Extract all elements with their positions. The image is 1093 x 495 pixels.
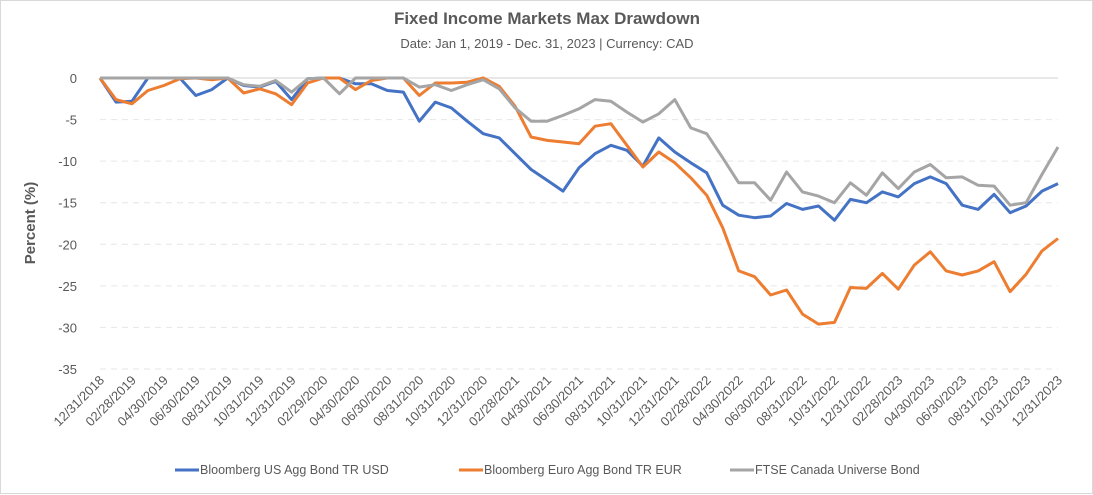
y-tick-label: -25 [58,279,77,294]
legend-label: Bloomberg US Agg Bond TR USD [200,463,389,477]
y-axis-label: Percent (%) [22,182,39,265]
series-line-3 [100,76,1060,207]
x-axis-ticks: 12/31/201802/28/201904/30/201906/30/2019… [50,373,1065,430]
y-tick-label: 0 [70,71,77,86]
chart-title: Fixed Income Markets Max Drawdown [394,9,700,28]
series-line-2 [98,76,1059,326]
chart-subtitle: Date: Jan 1, 2019 - Dec. 31, 2023 | Curr… [400,36,693,51]
legend-item: Bloomberg US Agg Bond TR USD [175,463,389,477]
y-tick-label: -10 [58,154,77,169]
legend-label: Bloomberg Euro Agg Bond TR EUR [484,463,682,477]
y-axis-ticks: 0 -5 -10 -15 -20 -25 -30 -35 [58,71,77,377]
series-lines [98,76,1060,326]
legend-label: FTSE Canada Universe Bond [755,463,920,477]
series-line-1 [98,76,1059,222]
y-tick-label: -30 [58,320,77,335]
gridlines [100,77,1058,370]
y-tick-label: -5 [65,113,77,128]
y-tick-label: -15 [58,196,77,211]
y-tick-label: -20 [58,237,77,252]
legend: Bloomberg US Agg Bond TR USD Bloomberg Eu… [175,463,920,477]
legend-item: FTSE Canada Universe Bond [730,463,920,477]
legend-item: Bloomberg Euro Agg Bond TR EUR [459,463,682,477]
y-tick-label: -35 [58,362,77,377]
